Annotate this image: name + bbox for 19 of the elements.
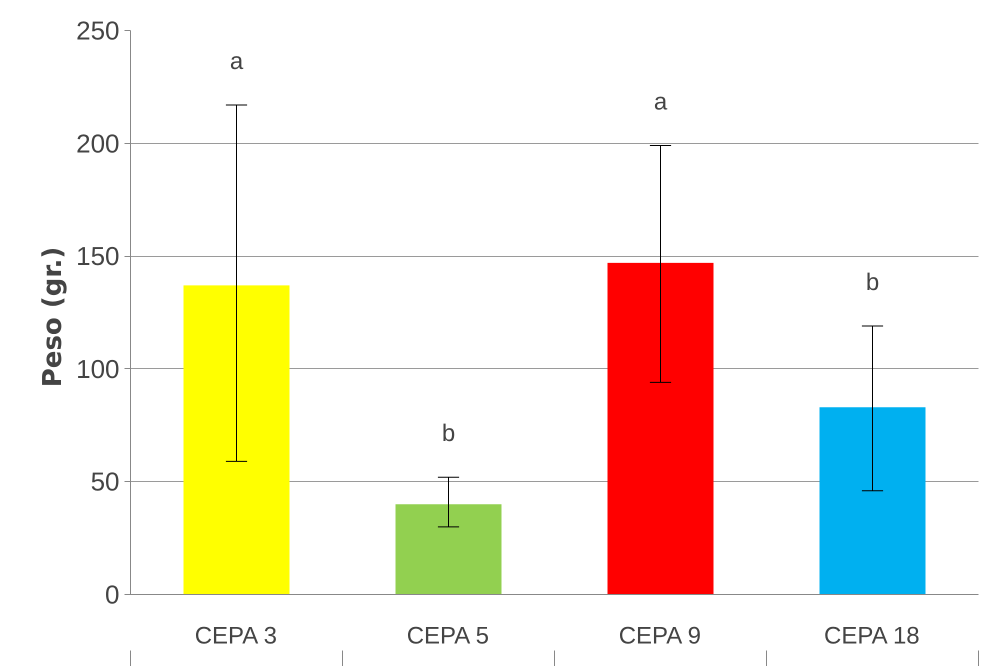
annotation: a	[230, 48, 244, 75]
y-tick-label: 200	[76, 128, 120, 158]
y-axis-title: Peso (gr.)	[38, 246, 68, 388]
x-tick-label: CEPA 3	[194, 622, 277, 650]
bar	[396, 504, 502, 594]
bar	[820, 407, 926, 594]
annotation: a	[654, 88, 668, 116]
y-tick-label: 100	[76, 354, 120, 384]
annotation: b	[866, 269, 880, 296]
x-tick-label: CEPA 9	[618, 622, 701, 650]
bar	[608, 262, 714, 594]
y-tick-label: 250	[76, 16, 120, 46]
x-tick-label: CEPA 18	[824, 622, 920, 650]
y-tick-label: 150	[76, 241, 120, 272]
annotation: b	[442, 420, 456, 448]
x-tick-label: CEPA 5	[406, 622, 489, 650]
bar	[184, 285, 290, 594]
y-tick-label: 0	[105, 580, 120, 610]
y-tick-label: 50	[90, 466, 120, 497]
